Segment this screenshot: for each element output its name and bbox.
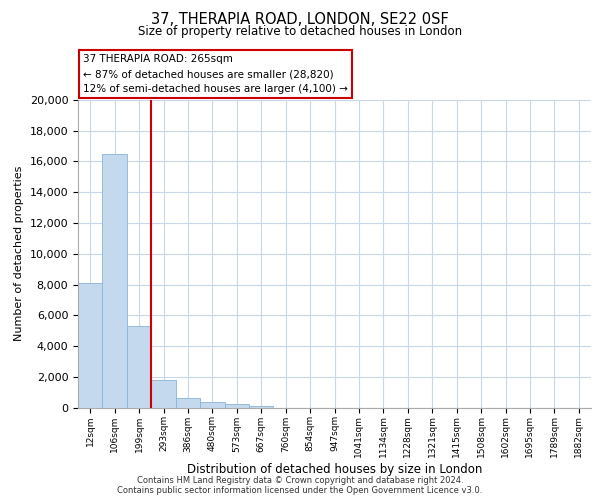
Y-axis label: Number of detached properties: Number of detached properties bbox=[14, 166, 24, 342]
Text: 37, THERAPIA ROAD, LONDON, SE22 0SF: 37, THERAPIA ROAD, LONDON, SE22 0SF bbox=[151, 12, 449, 28]
Bar bbox=[78, 283, 103, 408]
Text: Contains public sector information licensed under the Open Government Licence v3: Contains public sector information licen… bbox=[118, 486, 482, 495]
X-axis label: Distribution of detached houses by size in London: Distribution of detached houses by size … bbox=[187, 463, 482, 476]
Bar bbox=[127, 326, 151, 407]
Bar bbox=[249, 406, 274, 407]
Bar bbox=[200, 402, 224, 407]
Bar bbox=[224, 404, 249, 407]
Text: 37 THERAPIA ROAD: 265sqm
← 87% of detached houses are smaller (28,820)
12% of se: 37 THERAPIA ROAD: 265sqm ← 87% of detach… bbox=[83, 54, 348, 94]
Bar bbox=[176, 398, 200, 407]
Text: Contains HM Land Registry data © Crown copyright and database right 2024.: Contains HM Land Registry data © Crown c… bbox=[137, 476, 463, 485]
Bar bbox=[103, 154, 127, 407]
Bar bbox=[151, 380, 176, 407]
Text: Size of property relative to detached houses in London: Size of property relative to detached ho… bbox=[138, 25, 462, 38]
